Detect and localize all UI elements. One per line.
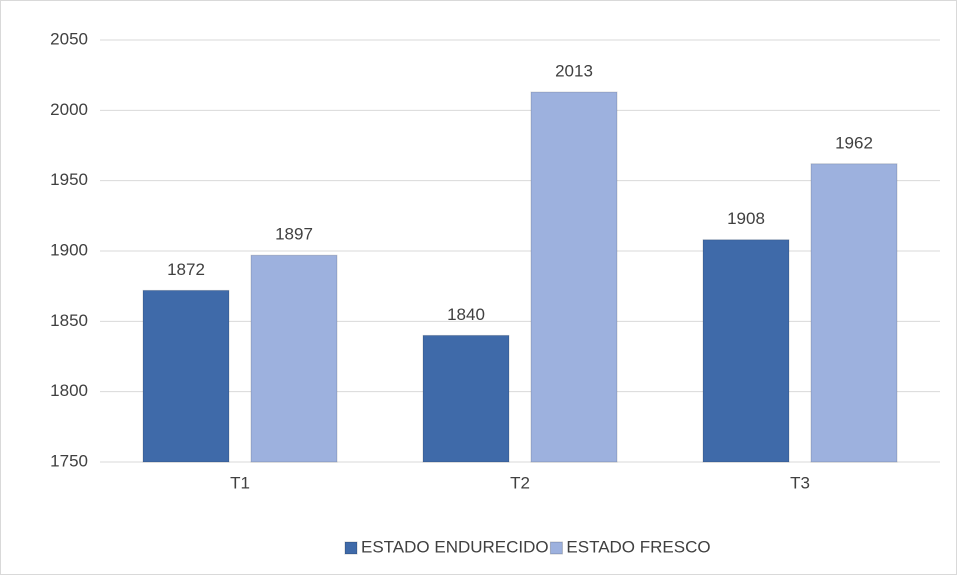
bar [702, 239, 790, 463]
y-tick-label: 1950 [50, 170, 88, 189]
legend-swatch [549, 541, 563, 555]
bar [530, 91, 618, 463]
data-label: 2013 [555, 62, 593, 81]
legend-label: ESTADO ENDURECIDO [361, 537, 549, 556]
data-label: 1962 [835, 133, 873, 152]
bar [250, 254, 338, 463]
bar [142, 289, 230, 463]
y-tick-label: 1750 [50, 451, 88, 470]
y-tick-label: 1900 [50, 240, 88, 259]
x-tick-label: T1 [230, 473, 250, 492]
x-tick-label: T2 [510, 473, 530, 492]
y-tick-label: 1850 [50, 311, 88, 330]
y-tick-label: 2050 [50, 29, 88, 48]
bar [810, 163, 898, 463]
data-label: 1840 [447, 305, 485, 324]
y-tick-label: 2000 [50, 100, 88, 119]
y-tick-label: 1800 [50, 381, 88, 400]
data-label: 1897 [275, 225, 313, 244]
legend-label: ESTADO FRESCO [566, 537, 710, 556]
bar [422, 334, 510, 463]
data-label: 1872 [167, 260, 205, 279]
legend-swatch [344, 541, 358, 555]
x-tick-label: T3 [790, 473, 810, 492]
data-label: 1908 [727, 209, 765, 228]
